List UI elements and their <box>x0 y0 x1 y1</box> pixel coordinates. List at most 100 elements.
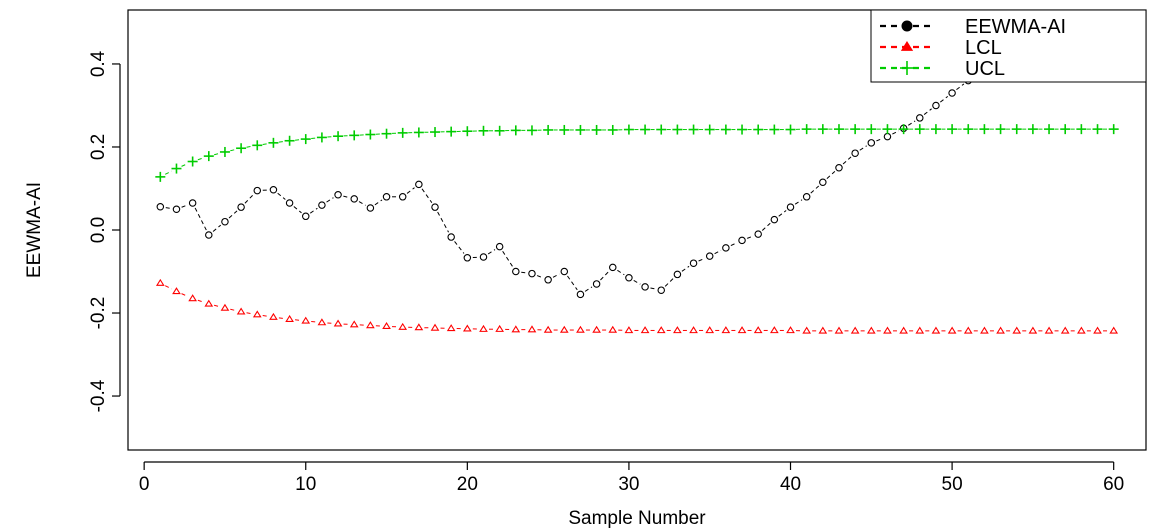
ucl-point <box>219 146 230 157</box>
eewma-ai-segment <box>923 108 932 115</box>
lcl-point <box>527 325 537 333</box>
ucl-point <box>365 129 376 140</box>
eewma-ai-segment <box>714 249 722 255</box>
eewma-ai-point <box>932 101 940 110</box>
lcl-point <box>705 326 715 334</box>
eewma-ai-segment <box>730 242 738 246</box>
eewma-ai-segment <box>842 156 852 165</box>
ucl-point <box>462 126 473 137</box>
lcl-point <box>220 303 230 311</box>
eewma-ai-point <box>609 263 617 272</box>
lcl-point <box>495 324 504 332</box>
lcl-point <box>236 307 246 315</box>
eewma-ai-segment <box>826 171 836 179</box>
ucl-point <box>430 127 441 138</box>
lcl-segment <box>213 304 220 308</box>
lcl-point <box>204 299 214 307</box>
eewma-ai-segment <box>746 235 754 239</box>
eewma-ai-point <box>722 244 730 252</box>
eewma-ai-segment <box>374 199 383 206</box>
eewma-ai-point <box>237 203 245 211</box>
lcl-point <box>883 326 892 334</box>
lcl-segment <box>197 299 204 303</box>
eewma-ai-point <box>770 215 779 224</box>
ucl-segment <box>311 137 317 140</box>
ucl-point <box>284 135 295 146</box>
eewma-ai-point <box>205 231 213 239</box>
eewma-ai-point <box>883 132 892 141</box>
lcl-segment <box>246 312 252 315</box>
lcl-point <box>818 326 828 334</box>
ucl-point <box>187 156 198 167</box>
lcl-point <box>269 312 278 320</box>
ucl-point <box>559 124 570 135</box>
lcl-point <box>721 326 731 334</box>
ucl-point <box>349 130 360 141</box>
ucl-segment <box>164 170 172 175</box>
eewma-ai-segment <box>521 271 527 274</box>
eewma-ai-segment <box>698 257 705 262</box>
eewma-ai-segment <box>309 207 318 214</box>
eewma-ai-point <box>851 149 859 157</box>
eewma-ai-point <box>188 199 197 207</box>
eewma-ai-segment <box>487 249 496 255</box>
eewma-ai-segment <box>194 207 207 231</box>
lcl-point <box>333 319 343 327</box>
y-tick-label: 0.4 <box>88 50 109 77</box>
eewma-ai-segment <box>343 195 350 198</box>
eewma-ai-segment <box>810 185 820 194</box>
lcl-point <box>656 326 666 334</box>
eewma-ai-point <box>819 178 827 187</box>
ucl-segment <box>246 145 252 148</box>
eewma-ai-segment <box>859 145 867 151</box>
x-tick-label: 30 <box>618 474 639 495</box>
lcl-point <box>188 294 197 302</box>
lcl-point <box>931 326 941 334</box>
ucl-point <box>1108 124 1119 135</box>
eewma-ai-segment <box>277 192 286 200</box>
lcl-point <box>172 287 181 295</box>
eewma-ai-segment <box>437 211 449 233</box>
lcl-point <box>446 324 456 332</box>
eewma-ai-point <box>948 89 956 97</box>
y-axis-title: EEWMA-AI <box>24 182 45 278</box>
lcl-point <box>689 326 698 334</box>
eewma-ai-segment <box>633 280 641 285</box>
eewma-ai-point <box>576 290 585 299</box>
ucl-point <box>1011 124 1022 135</box>
eewma-ai-segment <box>876 138 883 142</box>
eewma-ai-segment <box>293 206 302 214</box>
ucl-point <box>753 124 764 135</box>
lcl-point <box>155 278 165 286</box>
lcl-point <box>301 316 311 324</box>
eewma-ai-point <box>398 193 407 201</box>
x-axis-title: Sample Number <box>568 508 706 529</box>
eewma-ai-segment <box>552 273 560 278</box>
eewma-ai-segment <box>454 241 465 254</box>
legend-label: LCL <box>965 37 1002 59</box>
eewma-ai-point <box>285 199 294 207</box>
eewma-ai-point <box>431 203 439 211</box>
legend-marker <box>900 40 914 51</box>
ucl-point <box>898 124 909 135</box>
lcl-point <box>1060 326 1070 334</box>
ucl-point <box>930 124 941 135</box>
lcl-point <box>963 326 973 334</box>
legend-marker <box>901 20 913 32</box>
eewma-ai-point <box>301 212 310 221</box>
eewma-ai-point <box>835 163 843 172</box>
lcl-point <box>915 326 925 334</box>
ucl-point <box>526 125 537 136</box>
ucl-point <box>1092 124 1103 135</box>
lcl-segment <box>295 319 301 321</box>
ucl-point <box>640 124 651 135</box>
x-tick-label: 40 <box>780 474 801 495</box>
eewma-ai-point <box>689 259 698 267</box>
lcl-point <box>786 326 795 334</box>
lcl-point <box>624 326 634 334</box>
ucl-point <box>478 125 489 136</box>
eewma-ai-segment <box>181 204 188 208</box>
eewma-ai-segment <box>761 222 771 231</box>
ucl-point <box>397 127 408 138</box>
ucl-point <box>268 137 279 148</box>
